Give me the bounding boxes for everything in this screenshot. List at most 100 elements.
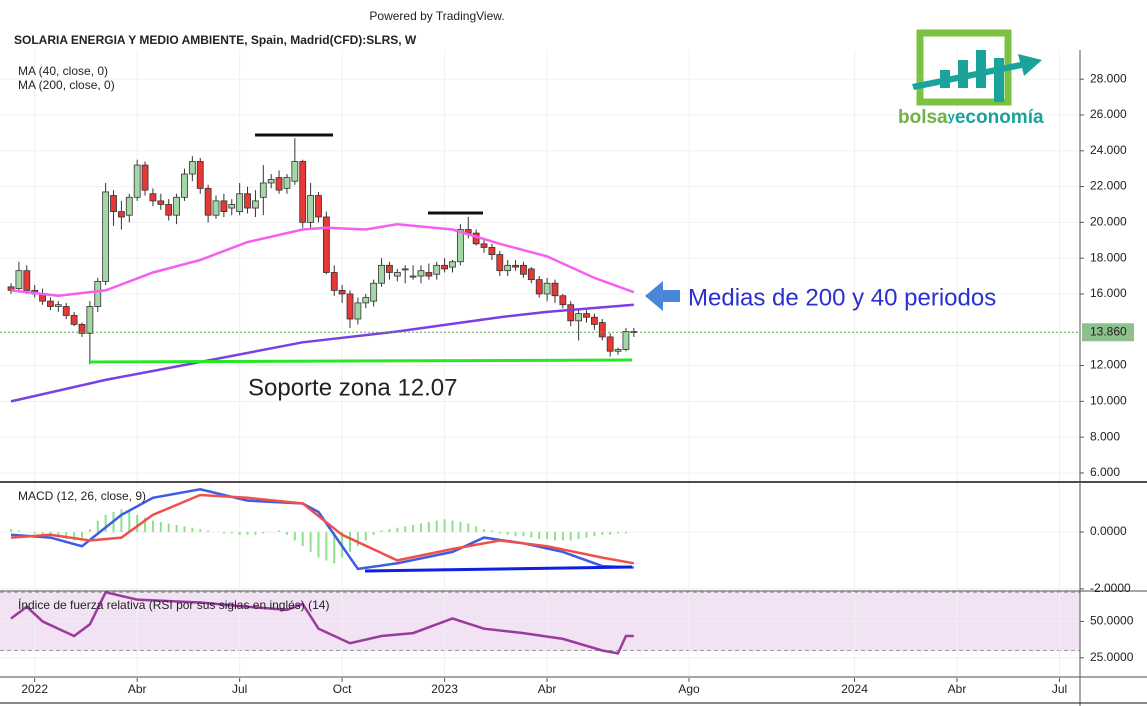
x-tick-label: 2023 <box>431 682 458 696</box>
candle-body <box>157 200 165 205</box>
panel-title: MACD (12, 26, close, 9) <box>18 489 146 503</box>
histogram-bar <box>278 530 281 532</box>
histogram-bar <box>222 531 225 534</box>
candle-body <box>520 264 527 275</box>
histogram-bar <box>183 526 186 532</box>
candle-body <box>141 164 149 191</box>
candle-body <box>512 264 519 268</box>
macd-trend-line <box>364 565 633 573</box>
candle-body <box>614 349 622 352</box>
y-tick-label: 50.0000 <box>1090 614 1134 628</box>
candle-body <box>220 200 228 213</box>
y-tick-label: 18.000 <box>1090 250 1127 264</box>
candle-body <box>149 193 157 202</box>
histogram-bar <box>285 531 288 535</box>
series-line <box>10 590 634 655</box>
histogram-bar <box>617 531 620 534</box>
candle-body <box>598 322 606 338</box>
histogram-bar <box>120 509 123 532</box>
candle-body <box>252 200 259 209</box>
annotation: Medias de 200 y 40 periodos <box>688 284 996 311</box>
histogram-bar <box>546 531 549 540</box>
candle-body <box>425 272 433 277</box>
y-tick-label: 25.0000 <box>1090 650 1134 664</box>
histogram-bar <box>593 531 596 537</box>
x-tick-label: Jul <box>1052 682 1067 696</box>
histogram-bar <box>309 531 312 552</box>
histogram-bar <box>475 526 478 532</box>
candle-body <box>590 316 598 325</box>
last-value-label: 13.860 <box>1090 324 1127 338</box>
candle-body <box>393 272 401 277</box>
x-tick-label: 2024 <box>841 682 868 696</box>
histogram-bar <box>412 524 415 532</box>
histogram-bar <box>167 523 170 532</box>
x-tick-label: Abr <box>128 682 147 696</box>
histogram-bar <box>459 521 462 532</box>
candle-body <box>488 247 496 255</box>
candle-body <box>54 304 62 307</box>
candle-body <box>62 306 70 316</box>
histogram-bar <box>17 530 20 532</box>
histogram-bar <box>372 531 375 535</box>
histogram-bar <box>577 531 580 540</box>
support-line <box>89 358 633 364</box>
histogram-bar <box>293 531 296 541</box>
candle-body <box>409 275 417 278</box>
legend-entry: MA (40, close, 0) <box>18 64 108 78</box>
y-tick-label: 20.000 <box>1090 215 1127 229</box>
histogram-bar <box>419 523 422 532</box>
y-tick-label: 8.000 <box>1090 429 1120 443</box>
candle-body <box>267 179 275 184</box>
logo-bar <box>976 50 986 88</box>
histogram-bar <box>254 531 257 535</box>
logo-part: economía <box>955 107 1044 128</box>
histogram-bar <box>388 529 391 532</box>
candle-body <box>575 313 583 322</box>
histogram-bar <box>104 514 107 532</box>
candle-body <box>606 336 614 352</box>
y-tick-label: 24.000 <box>1090 143 1127 157</box>
candle-body <box>535 279 543 295</box>
histogram-bar <box>404 526 407 532</box>
candle-body <box>441 264 449 270</box>
histogram-bar <box>601 531 604 535</box>
series-line <box>10 303 634 403</box>
candle-body <box>496 254 504 272</box>
histogram-bar <box>175 524 178 532</box>
histogram-bar <box>553 531 556 541</box>
x-tick-label: Jul <box>232 682 247 696</box>
candle-body <box>236 193 244 213</box>
histogram-bar <box>522 531 525 537</box>
candle-body <box>188 161 196 175</box>
histogram-bar <box>506 531 509 535</box>
candle-body <box>622 331 630 350</box>
candle-body <box>244 193 251 209</box>
histogram-bar <box>10 529 13 532</box>
candle-body <box>504 264 512 272</box>
histogram-bar <box>483 529 486 532</box>
candle-body <box>338 289 346 295</box>
candle-body <box>181 173 188 198</box>
last-value-box <box>1082 323 1134 342</box>
histogram-bar <box>427 521 430 532</box>
histogram-bar <box>88 529 91 532</box>
candle-body <box>386 264 393 273</box>
annotation: Soporte zona 12.07 <box>248 374 458 401</box>
histogram-bar <box>561 531 564 541</box>
histogram-bar <box>514 531 517 537</box>
histogram-bar <box>159 521 162 532</box>
x-tick-label: Oct <box>333 682 352 696</box>
histogram-bar <box>396 527 399 532</box>
histogram-bar <box>364 531 367 541</box>
candle-body <box>118 211 125 218</box>
candle-body <box>315 195 322 218</box>
arrow <box>645 281 680 311</box>
histogram-bar <box>380 530 383 532</box>
candle-body <box>275 177 283 191</box>
candle-body <box>378 264 385 284</box>
candle-body <box>110 195 117 213</box>
y-tick-label: 12.000 <box>1090 358 1127 372</box>
histogram-bar <box>80 531 83 538</box>
histogram-bar <box>490 530 493 532</box>
